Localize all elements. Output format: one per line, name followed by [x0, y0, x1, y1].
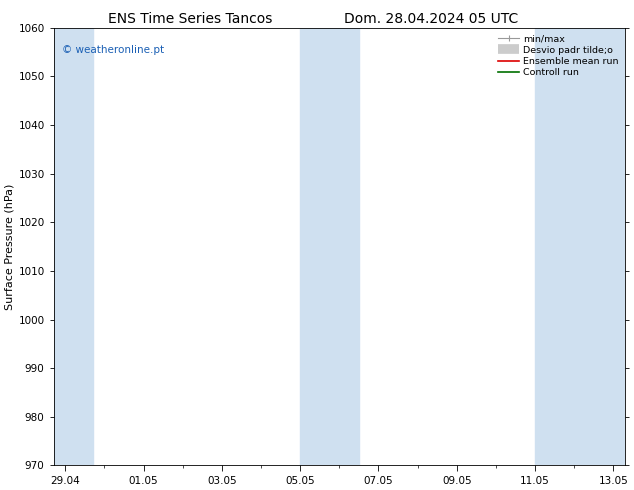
Text: Dom. 28.04.2024 05 UTC: Dom. 28.04.2024 05 UTC — [344, 12, 518, 26]
Bar — [535, 28, 625, 465]
Y-axis label: Surface Pressure (hPa): Surface Pressure (hPa) — [4, 183, 14, 310]
Bar — [54, 28, 93, 465]
Text: © weatheronline.pt: © weatheronline.pt — [62, 45, 164, 55]
Text: ENS Time Series Tancos: ENS Time Series Tancos — [108, 12, 273, 26]
Legend: min/max, Desvio padr tilde;o, Ensemble mean run, Controll run: min/max, Desvio padr tilde;o, Ensemble m… — [496, 32, 620, 79]
Bar — [300, 28, 359, 465]
